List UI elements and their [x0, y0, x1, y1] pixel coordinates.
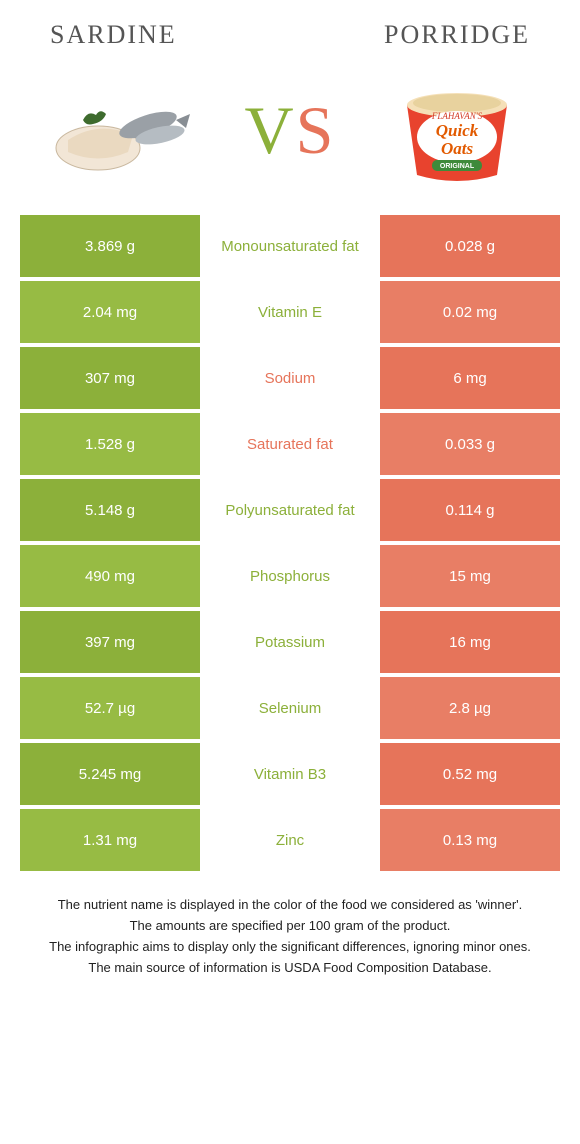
nutrient-name-cell: Vitamin E — [200, 281, 380, 343]
title-row: Sardine Porridge — [0, 0, 580, 60]
sardine-icon — [48, 80, 198, 180]
svg-text:ORIGINAL: ORIGINAL — [440, 163, 475, 170]
table-row: 1.31 mgZinc0.13 mg — [20, 809, 560, 871]
table-row: 397 mgPotassium16 mg — [20, 611, 560, 673]
right-value-cell: 0.02 mg — [380, 281, 560, 343]
table-row: 1.528 gSaturated fat0.033 g — [20, 413, 560, 475]
left-value-cell: 5.245 mg — [20, 743, 200, 805]
porridge-image: FLAHAVAN'S Quick Oats ORIGINAL — [382, 75, 532, 185]
left-value-cell: 1.528 g — [20, 413, 200, 475]
table-row: 307 mgSodium6 mg — [20, 347, 560, 409]
left-value-cell: 2.04 mg — [20, 281, 200, 343]
left-value-cell: 52.7 µg — [20, 677, 200, 739]
right-food-title: Porridge — [384, 20, 530, 50]
nutrient-name-cell: Sodium — [200, 347, 380, 409]
left-value-cell: 307 mg — [20, 347, 200, 409]
left-value-cell: 5.148 g — [20, 479, 200, 541]
oats-cup-icon: FLAHAVAN'S Quick Oats ORIGINAL — [392, 75, 522, 185]
vs-v: V — [245, 92, 296, 168]
table-row: 5.148 gPolyunsaturated fat0.114 g — [20, 479, 560, 541]
nutrient-name-cell: Potassium — [200, 611, 380, 673]
footer-line: The main source of information is USDA F… — [40, 959, 540, 978]
left-value-cell: 1.31 mg — [20, 809, 200, 871]
left-value-cell: 490 mg — [20, 545, 200, 607]
footer-line: The infographic aims to display only the… — [40, 938, 540, 957]
svg-text:FLAHAVAN'S: FLAHAVAN'S — [431, 111, 483, 121]
svg-text:Oats: Oats — [441, 139, 474, 158]
nutrient-name-cell: Phosphorus — [200, 545, 380, 607]
right-value-cell: 15 mg — [380, 545, 560, 607]
right-value-cell: 0.13 mg — [380, 809, 560, 871]
nutrient-name-cell: Zinc — [200, 809, 380, 871]
table-row: 3.869 gMonounsaturated fat0.028 g — [20, 215, 560, 277]
vs-label: VS — [245, 91, 336, 170]
right-value-cell: 0.028 g — [380, 215, 560, 277]
right-value-cell: 0.114 g — [380, 479, 560, 541]
right-value-cell: 2.8 µg — [380, 677, 560, 739]
right-value-cell: 0.52 mg — [380, 743, 560, 805]
table-row: 5.245 mgVitamin B30.52 mg — [20, 743, 560, 805]
svg-text:Quick: Quick — [436, 121, 479, 140]
nutrient-name-cell: Vitamin B3 — [200, 743, 380, 805]
nutrient-name-cell: Selenium — [200, 677, 380, 739]
nutrient-name-cell: Polyunsaturated fat — [200, 479, 380, 541]
table-row: 490 mgPhosphorus15 mg — [20, 545, 560, 607]
footer-line: The amounts are specified per 100 gram o… — [40, 917, 540, 936]
nutrient-name-cell: Saturated fat — [200, 413, 380, 475]
nutrient-table: 3.869 gMonounsaturated fat0.028 g2.04 mg… — [20, 215, 560, 871]
table-row: 52.7 µgSelenium2.8 µg — [20, 677, 560, 739]
right-value-cell: 16 mg — [380, 611, 560, 673]
nutrient-name-cell: Monounsaturated fat — [200, 215, 380, 277]
hero-row: VS FLAHAVAN'S Quick Oats ORIGINAL — [0, 60, 580, 215]
left-value-cell: 397 mg — [20, 611, 200, 673]
right-value-cell: 6 mg — [380, 347, 560, 409]
left-value-cell: 3.869 g — [20, 215, 200, 277]
left-food-title: Sardine — [50, 20, 177, 50]
footer-line: The nutrient name is displayed in the co… — [40, 896, 540, 915]
footer-notes: The nutrient name is displayed in the co… — [40, 896, 540, 977]
sardine-image — [48, 75, 198, 185]
right-value-cell: 0.033 g — [380, 413, 560, 475]
vs-s: S — [296, 92, 336, 168]
table-row: 2.04 mgVitamin E0.02 mg — [20, 281, 560, 343]
